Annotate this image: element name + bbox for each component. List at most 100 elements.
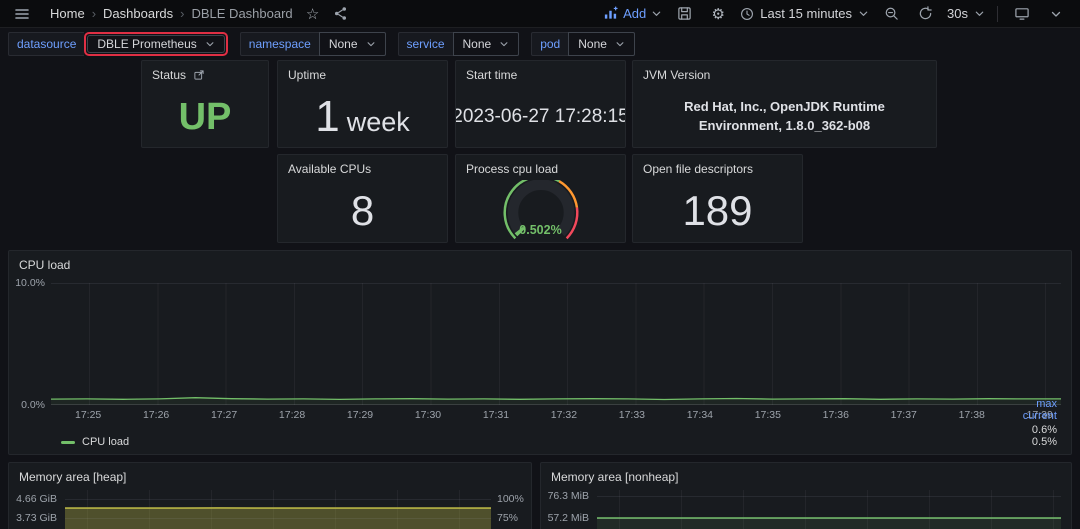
chevron-down-icon[interactable] (1044, 2, 1068, 26)
y-axis-tick: 76.3 MiB (547, 490, 589, 502)
tv-mode-icon[interactable] (1010, 2, 1034, 26)
menu-toggle-icon[interactable] (10, 2, 34, 26)
panel-title-process-cpu-load[interactable]: Process cpu load (466, 162, 559, 176)
tick-label[interactable]: max (1036, 398, 1057, 410)
chevron-down-icon (206, 42, 214, 47)
legend-stat-values: 0.6%0.5% (1011, 424, 1057, 448)
zoom-out-time-icon[interactable] (879, 2, 903, 26)
memory-heap-plot[interactable]: 4.66 GiB 3.73 GiB 100% 75% (9, 490, 531, 529)
add-button[interactable]: Add (603, 6, 662, 21)
panel-cpu-load-chart: CPU load 10.0% 0.0% 17:25 17:26 17:27 17:28… (8, 250, 1072, 455)
chevron-down-icon (616, 42, 624, 47)
y-axis-right-tick: 100% (497, 493, 524, 505)
divider (997, 5, 998, 22)
tick-label: 17:27 (210, 409, 238, 421)
tick-label: 17:39 (1026, 409, 1053, 421)
chevron-down-icon (975, 11, 984, 16)
variable-service-dropdown[interactable]: None (452, 32, 520, 56)
tick-label: 0.6% (1031, 424, 1057, 436)
cpu-load-plot-area[interactable] (51, 283, 1061, 405)
nonheap-plot-area (597, 490, 1061, 529)
tick-label: 17:34 (686, 409, 713, 421)
cpu-load-gauge: 0.502% (482, 180, 600, 242)
add-panel-icon (604, 6, 618, 19)
tick-label: 17:33 (618, 409, 646, 421)
heap-plot-area (65, 490, 491, 529)
open-file-descriptors-value: 189 (682, 187, 753, 234)
variable-service: service None (397, 32, 520, 56)
tick-label[interactable]: current (1022, 410, 1057, 422)
variable-datasource-label: datasource (8, 32, 85, 56)
jvm-version-value: Red Hat, Inc., OpenJDK Runtime Environme… (684, 99, 885, 133)
panel-status: Status UP (141, 60, 269, 148)
panel-title-available-cpus[interactable]: Available CPUs (288, 162, 372, 176)
panel-title-jvm-version[interactable]: JVM Version (643, 68, 711, 82)
variable-datasource-dropdown[interactable]: DBLE Prometheus (87, 35, 225, 53)
tick-label: 0.5% (1031, 436, 1057, 448)
dashboard-settings-icon[interactable]: ⚙ (711, 5, 725, 23)
heap-series (65, 490, 491, 529)
tick-label: 17:37 (890, 409, 917, 421)
x-axis-ticks: 17:25 17:26 17:27 17:28 17:29 17:30 17:31 17:32… (51, 409, 1061, 421)
panel-title-cpu-load[interactable]: CPU load (19, 258, 71, 272)
tick-label: 17:36 (822, 409, 849, 421)
legend-swatch (61, 440, 75, 444)
legend-stat-headers: maxcurrent (1011, 398, 1057, 422)
variable-namespace-label: namespace (239, 32, 319, 56)
panel-open-file-descriptors: Open file descriptors 189 (632, 154, 803, 243)
share-icon[interactable] (329, 2, 353, 26)
x-axis-line (51, 404, 1061, 405)
variable-namespace: namespace None (239, 32, 386, 56)
gridline (65, 499, 491, 500)
annotation-highlight-box: DBLE Prometheus (84, 32, 228, 56)
memory-nonheap-plot[interactable]: 76.3 MiB 57.2 MiB (541, 490, 1071, 529)
chevron-down-icon (500, 42, 508, 47)
variable-pod-label: pod (531, 32, 569, 56)
breadcrumb-dashboards[interactable]: Dashboards (103, 6, 174, 21)
tick-label: 17:25 (75, 409, 102, 421)
tick-label: 17:26 (142, 409, 170, 421)
panel-title-memory-heap[interactable]: Memory area [heap] (19, 470, 127, 484)
variable-service-label: service (397, 32, 453, 56)
breadcrumb-home[interactable]: Home (50, 6, 85, 21)
gridline (51, 283, 1061, 284)
tick-label: 17:32 (550, 409, 578, 421)
variable-namespace-dropdown[interactable]: None (318, 32, 386, 56)
breadcrumb-current: DBLE Dashboard (191, 6, 293, 21)
legend-stats: maxcurrent 0.6%0.5% (1011, 398, 1057, 448)
chevron-down-icon (367, 42, 374, 47)
panel-title-open-file-descriptors[interactable]: Open file descriptors (643, 162, 754, 176)
tick-label: 17:28 (278, 409, 306, 421)
refresh-interval-picker[interactable]: 30s (947, 6, 985, 21)
nonheap-series (597, 490, 1061, 529)
variable-pod-dropdown[interactable]: None (568, 32, 635, 56)
breadcrumb-separator: › (91, 6, 97, 21)
legend-item-cpu-load[interactable]: CPU load (61, 436, 129, 448)
panel-memory-nonheap: Memory area [nonheap] 76.3 MiB 57.2 MiB (540, 462, 1072, 529)
chart-legend: CPU load maxcurrent 0.6%0.5% (61, 398, 1057, 448)
star-icon[interactable]: ☆ (305, 5, 320, 23)
refresh-icon[interactable] (913, 2, 937, 26)
y-axis-tick: 0.0% (21, 399, 45, 411)
panel-start-time: Start time 2023-06-27 17:28:15 (455, 60, 626, 148)
time-range-picker[interactable]: Last 15 minutes (740, 6, 869, 21)
tick-label: 17:30 (414, 409, 442, 421)
external-link-icon[interactable] (193, 69, 205, 81)
tick-label: 17:35 (754, 409, 781, 421)
y-axis-tick: 10.0% (15, 277, 45, 289)
chevron-down-icon (652, 11, 661, 16)
panel-title-start-time[interactable]: Start time (466, 68, 518, 82)
process-cpu-load-value: 0.502% (519, 223, 562, 237)
tick-label: 17:29 (346, 409, 374, 421)
panel-title-status[interactable]: Status (152, 68, 187, 82)
panel-available-cpus: Available CPUs 8 (277, 154, 448, 243)
breadcrumb: Home › Dashboards › DBLE Dashboard (46, 6, 297, 21)
cpu-load-series (51, 283, 1061, 405)
start-time-value: 2023-06-27 17:28:15 (456, 105, 625, 127)
panel-title-uptime[interactable]: Uptime (288, 68, 327, 82)
panel-title-memory-nonheap[interactable]: Memory area [nonheap] (551, 470, 679, 484)
panel-process-cpu-load: Process cpu load 0.502% (455, 154, 626, 243)
panel-jvm-version: JVM Version Red Hat, Inc., OpenJDK Runti… (632, 60, 937, 148)
save-dashboard-icon[interactable] (672, 2, 696, 26)
variable-datasource: datasource DBLE Prometheus (8, 32, 228, 56)
